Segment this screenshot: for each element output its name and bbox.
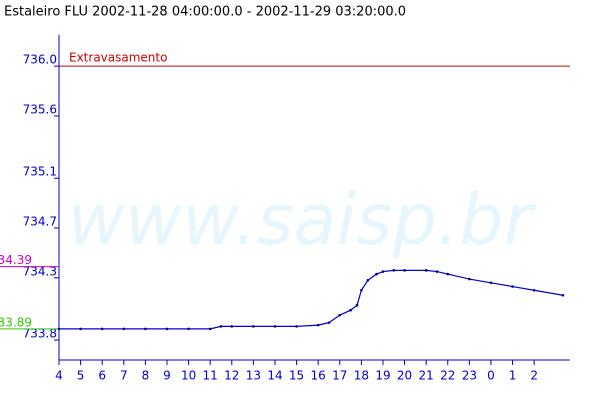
y-tick-label: 735.6 bbox=[23, 102, 57, 116]
data-point bbox=[327, 321, 331, 324]
data-point bbox=[79, 327, 82, 331]
data-point bbox=[561, 293, 565, 297]
data-point bbox=[100, 327, 104, 331]
x-tick-label: 2 bbox=[530, 369, 538, 383]
data-point bbox=[349, 308, 352, 312]
x-tick-label: 17 bbox=[332, 369, 347, 383]
chart-title: Estaleiro FLU 2002-11-28 04:00:00.0 - 20… bbox=[4, 5, 406, 20]
data-point bbox=[360, 288, 363, 292]
x-tick-label: 5 bbox=[77, 369, 85, 383]
data-point bbox=[403, 269, 406, 272]
data-point bbox=[273, 325, 277, 328]
y-tick-label: 735.1 bbox=[23, 165, 57, 179]
data-point bbox=[392, 269, 396, 272]
x-tick-label: 4 bbox=[55, 369, 63, 383]
x-tick-label: 7 bbox=[120, 369, 128, 383]
data-point bbox=[187, 327, 190, 331]
data-point bbox=[375, 272, 378, 276]
data-point bbox=[230, 325, 234, 328]
data-point bbox=[468, 277, 471, 281]
data-point bbox=[165, 327, 169, 331]
threshold-label: Extravasamento bbox=[69, 51, 167, 65]
data-point bbox=[381, 270, 385, 273]
x-tick-label: 12 bbox=[224, 369, 239, 383]
data-point bbox=[316, 323, 320, 327]
x-tick-label: 22 bbox=[440, 369, 455, 383]
y-tick-label: 733.8 bbox=[23, 327, 57, 341]
data-point bbox=[511, 285, 514, 288]
x-tick-label: 19 bbox=[375, 369, 390, 383]
x-tick-label: 13 bbox=[246, 369, 261, 383]
data-point bbox=[122, 327, 126, 331]
marker-label: 734.39 bbox=[0, 253, 32, 267]
x-tick-label: 23 bbox=[462, 369, 477, 383]
x-tick-label: 1 bbox=[509, 369, 517, 383]
series-line bbox=[59, 269, 563, 330]
data-point bbox=[208, 327, 212, 331]
x-tick-label: 10 bbox=[181, 369, 196, 383]
data-point bbox=[144, 327, 147, 331]
x-tick-label: 9 bbox=[163, 369, 171, 383]
data-point bbox=[57, 327, 61, 331]
x-tick-label: 21 bbox=[419, 369, 434, 383]
data-point bbox=[424, 269, 428, 272]
data-point bbox=[295, 325, 298, 328]
x-tick-label: 11 bbox=[203, 369, 218, 383]
data-point bbox=[366, 279, 370, 282]
x-tick-label: 16 bbox=[311, 369, 326, 383]
data-point bbox=[446, 272, 450, 276]
x-tick-label: 8 bbox=[142, 369, 150, 383]
x-tick-label: 18 bbox=[354, 369, 369, 383]
x-tick-label: 20 bbox=[397, 369, 412, 383]
data-point bbox=[338, 313, 342, 317]
x-tick-label: 14 bbox=[267, 369, 282, 383]
data-point bbox=[355, 303, 359, 307]
y-tick-label: 734.3 bbox=[23, 264, 57, 278]
y-tick-label: 736.0 bbox=[23, 53, 57, 67]
x-tick-label: 6 bbox=[98, 369, 106, 383]
data-point bbox=[489, 281, 493, 285]
watermark: www.saisp.br bbox=[68, 179, 537, 261]
y-tick-label: 734.7 bbox=[23, 215, 57, 229]
data-point bbox=[532, 288, 536, 292]
x-tick-label: 0 bbox=[487, 369, 495, 383]
data-point bbox=[435, 270, 439, 273]
data-point bbox=[252, 325, 255, 328]
marker-label: 733.89 bbox=[0, 315, 32, 329]
x-tick-label: 15 bbox=[289, 369, 304, 383]
data-point bbox=[219, 325, 223, 328]
